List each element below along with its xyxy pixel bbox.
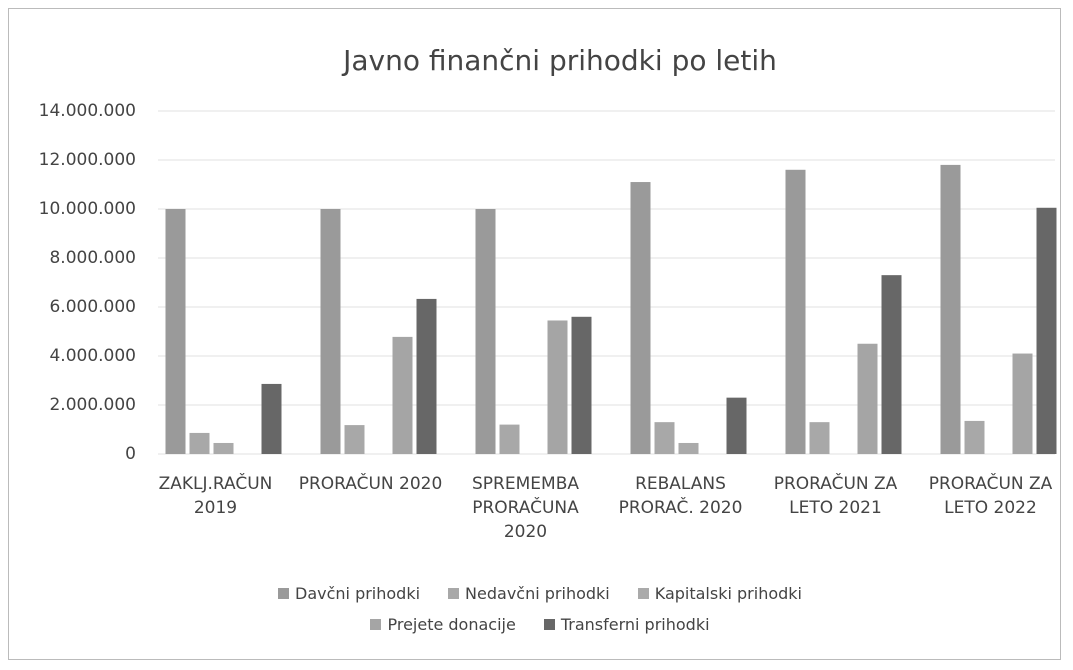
bar bbox=[630, 182, 651, 455]
bar bbox=[940, 164, 961, 454]
bar bbox=[261, 383, 282, 454]
chart-frame bbox=[8, 8, 1061, 660]
legend-swatch bbox=[278, 588, 289, 599]
x-tick-label: REBALANS PRORAČ. 2020 bbox=[618, 474, 743, 518]
x-tick-label: PRORAČUN ZA LETO 2021 bbox=[773, 474, 898, 518]
y-tick-label: 8.000.000 bbox=[49, 248, 136, 268]
bar bbox=[726, 397, 747, 454]
chart-title: Javno finančni prihodki po letih bbox=[341, 44, 777, 77]
bar bbox=[547, 320, 568, 454]
bar bbox=[881, 275, 902, 454]
bar bbox=[213, 442, 234, 454]
bar bbox=[785, 169, 806, 455]
y-tick-label: 2.000.000 bbox=[49, 395, 136, 415]
y-tick-label: 4.000.000 bbox=[49, 346, 136, 366]
bar bbox=[1036, 207, 1057, 454]
y-tick-label: 12.000.000 bbox=[39, 150, 136, 170]
bar bbox=[654, 422, 675, 454]
x-tick-label: PRORAČUN ZA LETO 2022 bbox=[928, 474, 1053, 518]
legend-item: Kapitalski prihodki bbox=[637, 584, 802, 603]
bar bbox=[416, 298, 437, 454]
y-tick-label: 0 bbox=[125, 444, 136, 464]
y-tick-label: 6.000.000 bbox=[49, 297, 136, 317]
bar bbox=[809, 422, 830, 454]
legend-label: Kapitalski prihodki bbox=[654, 584, 802, 603]
legend-swatch bbox=[370, 619, 382, 630]
legend-label: Prejete donacije bbox=[387, 615, 516, 634]
x-tick-label: PRORAČUN 2020 bbox=[298, 474, 443, 494]
x-tick-label: SPREMEMBA PRORAČUNA 2020 bbox=[472, 474, 579, 542]
legend-label: Nedavčni prihodki bbox=[465, 584, 610, 603]
legend-label: Transferni prihodki bbox=[560, 615, 710, 634]
bar bbox=[678, 442, 699, 454]
bar bbox=[189, 432, 210, 454]
bar bbox=[392, 336, 413, 454]
legend-swatch bbox=[637, 588, 649, 599]
legend-swatch bbox=[448, 588, 460, 599]
legend-label: Davčni prihodki bbox=[295, 584, 421, 603]
bar bbox=[320, 209, 341, 454]
bar bbox=[499, 424, 520, 454]
bar bbox=[475, 209, 496, 454]
bar bbox=[964, 420, 985, 454]
y-tick-label: 10.000.000 bbox=[39, 199, 136, 219]
legend-item: Transferni prihodki bbox=[543, 615, 710, 634]
bar bbox=[1012, 353, 1033, 454]
y-tick-label: 14.000.000 bbox=[39, 101, 136, 121]
legend-swatch bbox=[543, 619, 555, 630]
bar bbox=[571, 316, 592, 454]
legend-item: Nedavčni prihodki bbox=[448, 584, 610, 603]
legend-item: Prejete donacije bbox=[370, 615, 516, 634]
legend: Davčni prihodki Nedavčni prihodki Kapitals… bbox=[200, 584, 880, 634]
legend-item: Davčni prihodki bbox=[278, 584, 420, 603]
bar bbox=[344, 425, 365, 454]
x-tick-label: ZAKLJ.RAČUN 2019 bbox=[158, 474, 273, 518]
bar bbox=[857, 343, 878, 454]
bar bbox=[165, 209, 186, 454]
